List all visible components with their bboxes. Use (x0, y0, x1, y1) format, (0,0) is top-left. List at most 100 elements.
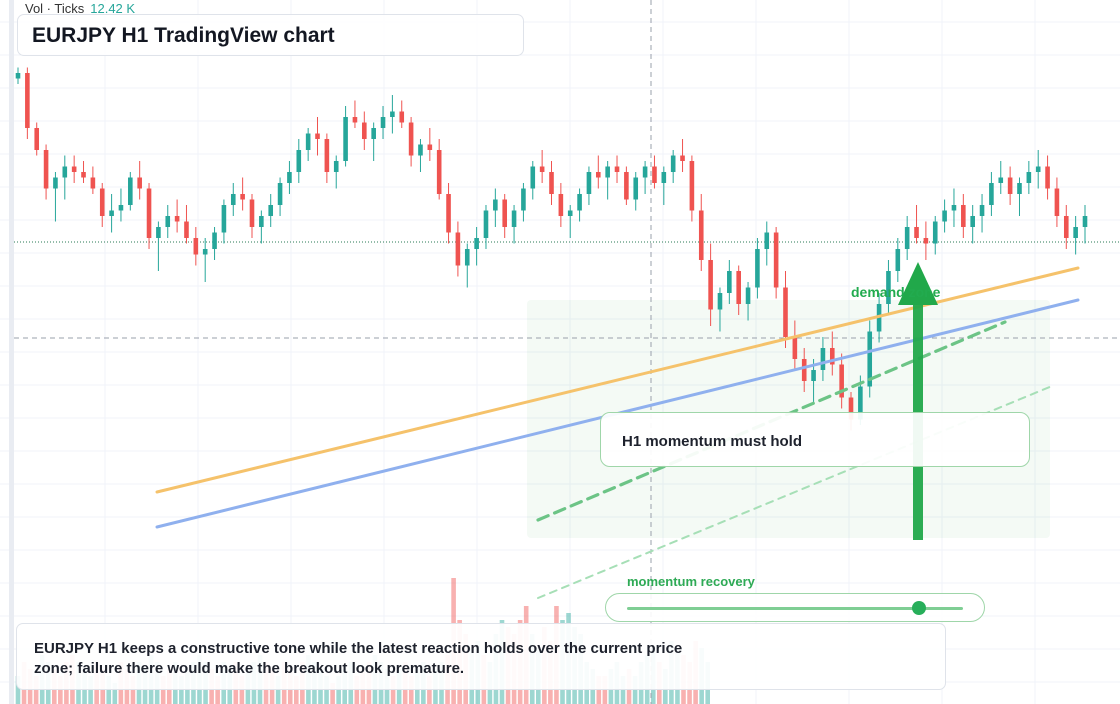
trendline-orange[interactable] (155, 266, 1080, 494)
analysis-note: EURJPY H1 keeps a constructive tone whil… (16, 623, 946, 690)
candle-body (315, 133, 320, 139)
meter-knob[interactable] (912, 601, 927, 615)
candle-body (259, 216, 264, 227)
candle-body (174, 216, 180, 222)
candle-body (296, 150, 302, 172)
candle-body (745, 287, 751, 304)
volume-bar (330, 683, 335, 704)
candle-body (156, 227, 161, 238)
candle-body (998, 177, 1004, 183)
candle-body (689, 161, 695, 211)
candle-body (1045, 166, 1050, 189)
candle-body (493, 199, 498, 211)
meter-track (627, 607, 963, 610)
candle-body (324, 139, 330, 172)
candle-body (230, 194, 236, 205)
candle-body (755, 249, 760, 288)
candle-body (90, 177, 96, 189)
candle-body (727, 271, 732, 293)
candle-body (427, 144, 433, 150)
candle-body (146, 188, 152, 238)
chart-title-box: EURJPY H1 TradingView chart (17, 14, 524, 56)
candle-body (670, 155, 676, 172)
candle-body (137, 177, 142, 189)
candle-body (605, 166, 610, 178)
candle-body (1073, 227, 1078, 238)
candle-body (549, 172, 554, 194)
candle-body (287, 172, 292, 183)
candle-body (652, 166, 657, 183)
candle-body (399, 111, 405, 123)
candle-body (979, 205, 985, 216)
candle-body (34, 128, 40, 150)
candle-body (867, 331, 873, 387)
candle-body (165, 216, 171, 227)
demand-zone-label: demand zone (851, 284, 941, 300)
candle-body (352, 117, 358, 123)
candle-body (99, 188, 105, 216)
volume-bar (88, 676, 93, 704)
arrow-head (898, 262, 938, 305)
candle-body (53, 177, 58, 189)
candle-body (277, 183, 283, 205)
candle-body (184, 221, 189, 238)
candle-body (249, 199, 255, 227)
candle-body (942, 210, 947, 222)
candle-body (858, 386, 863, 420)
volume-bar (112, 683, 118, 704)
volume-bar (130, 676, 136, 704)
volume-bar (427, 676, 432, 704)
volume-bar (160, 676, 166, 704)
candle-body (362, 122, 367, 139)
candle-body (661, 172, 667, 183)
candle-body (511, 210, 517, 227)
candle-body (502, 199, 508, 227)
candle-body (932, 221, 938, 244)
candle-body (904, 227, 910, 249)
candle-body (586, 172, 592, 194)
candle-body (633, 177, 639, 200)
candle-body (43, 150, 49, 189)
candle-body (764, 232, 770, 249)
candle-body (895, 249, 901, 271)
candle-body (202, 249, 208, 255)
candle-body (680, 155, 685, 161)
volume-bar (620, 676, 626, 704)
callout-text: H1 momentum must hold (622, 433, 803, 450)
candle-body (455, 232, 461, 266)
candle-body (268, 205, 274, 216)
candle-body (1063, 216, 1069, 238)
candle-body (15, 73, 21, 79)
volume-bar (15, 676, 21, 704)
volume-bar (596, 676, 602, 704)
candle-body (418, 144, 423, 156)
candle-body (25, 73, 30, 128)
candle-body (436, 150, 442, 194)
candle-body (970, 216, 975, 227)
candle-body (530, 166, 536, 189)
volume-bar (215, 676, 220, 704)
candle-body (558, 194, 564, 216)
volume-bar (294, 676, 299, 704)
candle-body (773, 232, 779, 288)
momentum-meter[interactable] (605, 593, 985, 622)
meter-label: momentum recovery (627, 574, 755, 589)
candle-body (343, 117, 348, 161)
candle-body (221, 205, 227, 233)
candle-body (614, 166, 620, 172)
lower-trendline-dashed[interactable] (537, 385, 1053, 599)
candle-body (118, 205, 124, 211)
candle-body (811, 370, 816, 381)
candle-body (380, 117, 386, 128)
candle-body (717, 293, 723, 310)
volume-bar (324, 676, 329, 704)
candle-body (642, 166, 648, 178)
volume-bar (239, 676, 245, 704)
momentum-callout: H1 momentum must hold (600, 412, 1030, 467)
candle-body (128, 177, 133, 205)
candle-body (1054, 188, 1060, 216)
candle-body (305, 133, 311, 150)
candle-body (539, 166, 545, 172)
candle-body (390, 111, 395, 117)
